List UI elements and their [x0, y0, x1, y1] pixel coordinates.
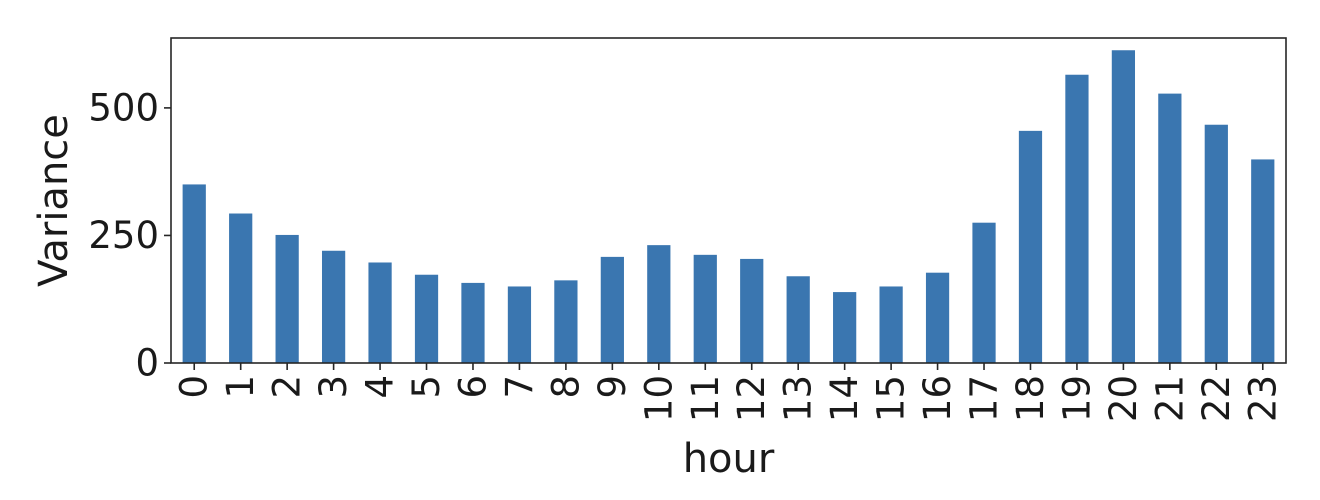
bar-hour-13 [786, 276, 810, 363]
x-tick-label: 6 [451, 375, 494, 399]
bar-hour-15 [879, 286, 903, 363]
x-tick-label: 3 [312, 375, 355, 399]
bar-hour-18 [1018, 130, 1043, 363]
x-tick-label: 8 [544, 375, 587, 399]
x-tick-label: 19 [1055, 375, 1098, 422]
bar-hour-21 [1158, 93, 1182, 363]
x-tick-label: 23 [1241, 375, 1284, 422]
x-tick-label: 20 [1102, 375, 1145, 422]
x-tick-label: 10 [637, 375, 680, 422]
y-tick-label: 500 [88, 86, 159, 129]
bar-hour-10 [647, 245, 671, 363]
x-tick-label: 21 [1148, 375, 1191, 422]
x-tick-label: 5 [405, 375, 448, 399]
plot-frame [170, 37, 1287, 364]
x-tick-label: 7 [498, 375, 541, 399]
x-tick-label: 13 [777, 375, 820, 422]
y-tick-label: 0 [135, 342, 159, 385]
bar-hour-1 [229, 213, 253, 363]
bar-hour-16 [925, 272, 950, 363]
bar-hour-19 [1065, 74, 1089, 364]
bar-hour-12 [740, 258, 764, 363]
y-axis-title: Variance [31, 114, 77, 287]
x-tick-label: 2 [266, 375, 309, 399]
y-axis-ticks: 0 250 500 [88, 86, 171, 385]
bar-hour-4 [368, 262, 392, 363]
x-tick-label: 16 [916, 375, 959, 422]
x-tick-label: 15 [870, 375, 913, 422]
bar-hour-5 [414, 274, 439, 363]
y-tick-label: 250 [88, 214, 159, 257]
x-tick-label: 1 [219, 375, 262, 399]
bar-hour-23 [1251, 159, 1275, 363]
x-tick-label: 17 [963, 375, 1006, 422]
x-tick-label: 22 [1195, 375, 1238, 422]
bar-hour-11 [693, 254, 717, 363]
x-axis-ticks: 0 1 2 3 4 5 6 7 8 9 10 11 12 13 14 15 16 17 18 19 20 21 22 23 [173, 363, 1284, 422]
bar-hour-3 [321, 250, 346, 363]
x-tick-label: 11 [684, 375, 727, 422]
bar-hour-7 [507, 286, 532, 363]
bar-hour-22 [1204, 124, 1228, 363]
x-tick-label: 4 [359, 375, 402, 399]
bars-group [182, 50, 1275, 364]
x-tick-label: 9 [591, 375, 634, 399]
bar-hour-8 [554, 280, 578, 363]
x-tick-label: 0 [173, 375, 216, 399]
bar-hour-2 [275, 234, 299, 363]
x-axis-title: hour [683, 436, 775, 482]
x-tick-label: 14 [823, 375, 866, 422]
x-tick-label: 18 [1009, 375, 1052, 422]
bar-hour-17 [972, 222, 996, 363]
x-tick-label: 12 [730, 375, 773, 422]
bar-hour-0 [182, 184, 206, 363]
bar-hour-9 [600, 256, 624, 363]
bar-hour-6 [461, 282, 485, 363]
bar-hour-20 [1111, 50, 1136, 363]
bar-hour-14 [833, 292, 857, 363]
